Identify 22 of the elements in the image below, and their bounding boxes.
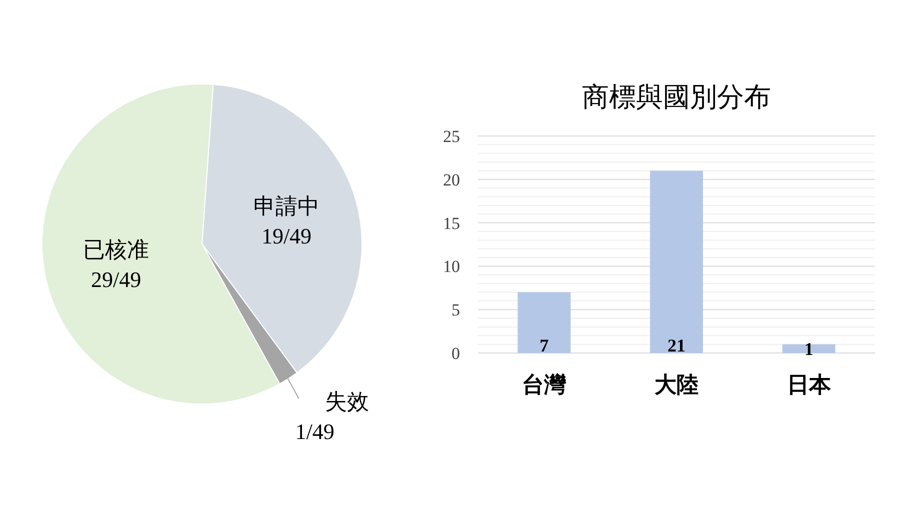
data-label: 7 [540,335,549,356]
data-label: 1/49 [295,418,334,444]
slice-label: 申請中 [254,193,320,218]
data-label: 29/49 [91,267,142,292]
data-label: 19/49 [261,223,312,248]
x-tick-label: 日本 [786,372,832,397]
y-tick-label: 25 [443,126,460,146]
bar [650,170,703,353]
y-tick-label: 20 [443,170,460,190]
chart-title: 商標與國別分布 [582,82,771,112]
data-label: 21 [668,335,686,356]
bar [518,292,571,353]
x-tick-label: 台灣 [522,372,568,397]
slice-label: 失效 [324,388,369,414]
y-tick-label: 10 [443,257,460,276]
bar [782,344,836,353]
y-tick-label: 5 [452,300,460,320]
y-tick-label: 0 [452,344,460,363]
x-tick-label: 大陸 [654,372,698,397]
data-label: 1 [804,338,814,359]
slice-label: 已核准 [83,237,150,262]
y-tick-label: 15 [443,214,460,233]
